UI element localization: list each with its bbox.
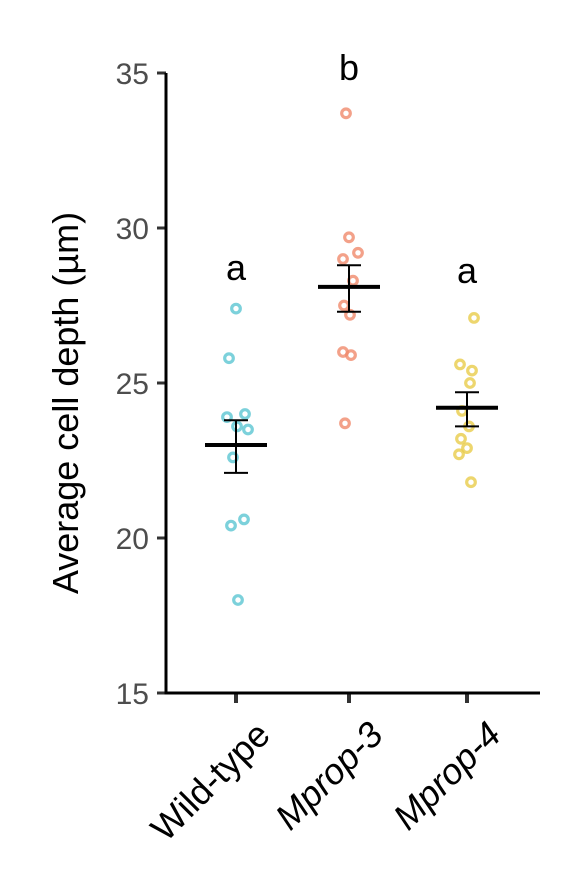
y-tick-label: 15 [116, 678, 149, 711]
mean-error-bars [205, 264, 498, 474]
significance-letter: b [339, 47, 359, 88]
y-tick-label: 20 [116, 523, 149, 556]
data-point [227, 451, 239, 464]
data-point [468, 312, 480, 324]
data-point [338, 299, 350, 312]
data-point [340, 107, 352, 120]
data-point [465, 476, 477, 489]
data-point [464, 377, 476, 389]
x-tick-label: Wild-type [143, 714, 278, 849]
y-tick-label: 30 [116, 213, 149, 246]
data-points [221, 107, 480, 606]
data-point [221, 411, 233, 424]
data-point [223, 352, 235, 365]
data-point [242, 423, 254, 436]
x-tick-label: Mprop-3 [267, 714, 391, 838]
y-axis-title: Average cell depth (µm) [45, 212, 86, 594]
data-point [352, 246, 364, 259]
y-tick-label: 35 [116, 58, 149, 91]
data-point [343, 231, 355, 244]
data-point [238, 513, 250, 526]
data-point [454, 358, 466, 371]
y-axis-ticks: 15 20 25 30 35 [116, 58, 166, 711]
data-point [239, 408, 251, 420]
data-point [455, 432, 467, 445]
significance-letter: a [226, 247, 247, 288]
data-point [339, 417, 351, 430]
data-point [232, 594, 244, 606]
data-point [337, 253, 349, 265]
data-point [345, 349, 357, 362]
y-tick-label: 25 [116, 368, 149, 401]
data-point [466, 364, 478, 377]
data-point [225, 519, 237, 532]
data-point [461, 442, 473, 455]
significance-letters: a b a [226, 47, 478, 291]
data-point [453, 448, 465, 461]
significance-letter: a [457, 250, 478, 291]
data-point [230, 302, 242, 315]
x-tick-label: Mprop-4 [385, 714, 509, 838]
